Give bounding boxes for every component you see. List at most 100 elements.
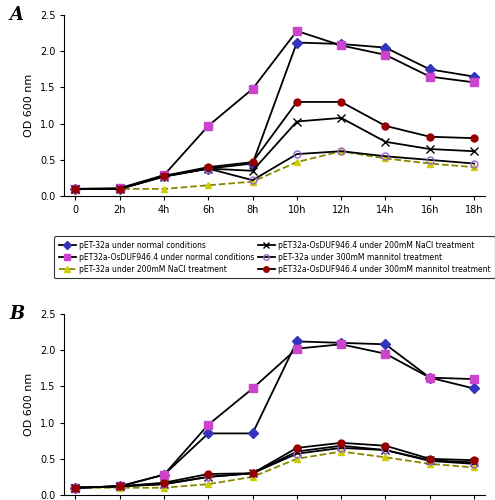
pET32a-OsDUF946.4 under 200mM NaCl treatment [471,148,477,154]
pET-32a under 300mM mannitol treatment [294,151,300,157]
Line: pET32a-OsDUF946.5 under 300mM mannitol treatment: pET32a-OsDUF946.5 under 300mM mannitol t… [72,440,478,491]
pET-32a under 200mM NaCl treatment [338,448,344,454]
pET-32a under normal conditions [427,374,433,380]
Line: pET-32a under 200mM NaCl treatment: pET-32a under 200mM NaCl treatment [72,448,478,491]
pET32a-OsDUF946.5 under normal conditions [249,386,255,392]
Legend: pET-32a under normal conditions, pET32a-OsDUF946.4 under normal conditions, pET-: pET-32a under normal conditions, pET32a-… [54,236,495,279]
Line: pET32a-OsDUF946.4 under 200mM NaCl treatment: pET32a-OsDUF946.4 under 200mM NaCl treat… [71,114,478,193]
pET32a-OsDUF946.4 under 200mM NaCl treatment [294,118,300,124]
pET32a-OsDUF946.5 under 300mM mannitol treatment [471,457,477,463]
pET32a-OsDUF946.5 under 200mM NaCl treatment [294,448,300,454]
pET32a-OsDUF946.5 under normal conditions [117,484,123,490]
pET-32a under 200mM NaCl treatment [383,454,389,460]
pET-32a under normal conditions [117,186,123,192]
pET-32a under 300mM mannitol treatment [249,177,255,183]
pET-32a under normal conditions [117,484,123,490]
pET-32a under 300mM mannitol treatment [161,481,167,487]
Line: pET-32a under normal conditions: pET-32a under normal conditions [72,338,478,491]
pET-32a under 200mM NaCl treatment [117,485,123,491]
pET32a-OsDUF946.5 under 300mM mannitol treatment [294,445,300,451]
pET32a-OsDUF946.5 under 200mM NaCl treatment [471,460,477,466]
pET32a-OsDUF946.5 under 300mM mannitol treatment [72,485,78,491]
pET32a-OsDUF946.5 under 300mM mannitol treatment [249,470,255,476]
pET32a-OsDUF946.4 under 200mM NaCl treatment [249,168,255,174]
pET-32a under normal conditions [294,338,300,344]
pET32a-OsDUF946.4 under normal conditions [338,42,344,48]
pET-32a under normal conditions [205,166,211,172]
pET-32a under 300mM mannitol treatment [117,484,123,490]
Text: A: A [10,6,24,24]
pET32a-OsDUF946.4 under normal conditions [427,74,433,80]
pET32a-OsDUF946.4 under normal conditions [72,186,78,192]
pET32a-OsDUF946.4 under 300mM mannitol treatment [383,123,389,129]
pET-32a under 200mM NaCl treatment [249,178,255,184]
pET-32a under 200mM NaCl treatment [161,485,167,491]
pET32a-OsDUF946.5 under 300mM mannitol treatment [161,480,167,486]
pET32a-OsDUF946.4 under 300mM mannitol treatment [338,99,344,105]
pET-32a under 300mM mannitol treatment [117,186,123,192]
pET32a-OsDUF946.5 under 200mM NaCl treatment [161,481,167,487]
pET-32a under 200mM NaCl treatment [471,464,477,470]
pET32a-OsDUF946.4 under normal conditions [161,172,167,178]
pET-32a under 300mM mannitol treatment [427,157,433,163]
pET32a-OsDUF946.5 under 300mM mannitol treatment [383,442,389,448]
pET32a-OsDUF946.5 under normal conditions [161,472,167,478]
pET-32a under 300mM mannitol treatment [72,186,78,192]
pET-32a under 200mM NaCl treatment [72,485,78,491]
pET32a-OsDUF946.5 under 200mM NaCl treatment [117,484,123,490]
pET-32a under normal conditions [471,74,477,80]
pET32a-OsDUF946.4 under 200mM NaCl treatment [205,166,211,172]
pET-32a under normal conditions [338,340,344,346]
pET-32a under 200mM NaCl treatment [205,481,211,487]
pET-32a under 200mM NaCl treatment [161,186,167,192]
pET-32a under normal conditions [427,66,433,72]
Line: pET-32a under normal conditions: pET-32a under normal conditions [72,39,478,192]
pET32a-OsDUF946.4 under normal conditions [117,185,123,191]
pET32a-OsDUF946.5 under 200mM NaCl treatment [338,442,344,448]
pET-32a under 300mM mannitol treatment [383,154,389,160]
pET32a-OsDUF946.4 under 300mM mannitol treatment [117,186,123,192]
pET-32a under 300mM mannitol treatment [161,174,167,180]
pET32a-OsDUF946.4 under 300mM mannitol treatment [471,135,477,141]
pET-32a under normal conditions [383,342,389,347]
pET-32a under 200mM NaCl treatment [72,186,78,192]
pET-32a under 300mM mannitol treatment [72,485,78,491]
pET-32a under 200mM NaCl treatment [427,160,433,166]
pET-32a under normal conditions [383,44,389,51]
pET-32a under normal conditions [205,430,211,436]
Line: pET-32a under 200mM NaCl treatment: pET-32a under 200mM NaCl treatment [72,148,478,192]
pET-32a under normal conditions [471,386,477,392]
pET32a-OsDUF946.5 under 200mM NaCl treatment [427,457,433,463]
pET32a-OsDUF946.4 under 300mM mannitol treatment [427,134,433,140]
pET-32a under normal conditions [161,472,167,478]
pET-32a under 200mM NaCl treatment [294,159,300,165]
pET32a-OsDUF946.5 under 200mM NaCl treatment [205,474,211,480]
pET32a-OsDUF946.5 under 200mM NaCl treatment [249,470,255,476]
pET32a-OsDUF946.4 under normal conditions [294,28,300,34]
pET-32a under 300mM mannitol treatment [205,474,211,480]
pET32a-OsDUF946.5 under 300mM mannitol treatment [205,471,211,477]
pET-32a under normal conditions [249,160,255,166]
pET-32a under 300mM mannitol treatment [338,148,344,154]
Y-axis label: OD 600 nm: OD 600 nm [24,373,34,436]
pET32a-OsDUF946.5 under 200mM NaCl treatment [383,447,389,453]
Line: pET-32a under 300mM mannitol treatment: pET-32a under 300mM mannitol treatment [72,444,478,491]
pET32a-OsDUF946.5 under 300mM mannitol treatment [427,456,433,462]
pET-32a under 300mM mannitol treatment [471,461,477,467]
Line: pET32a-OsDUF946.4 under normal conditions: pET32a-OsDUF946.4 under normal condition… [71,27,478,193]
pET-32a under normal conditions [294,40,300,46]
pET-32a under normal conditions [161,173,167,179]
pET32a-OsDUF946.4 under normal conditions [383,52,389,58]
pET32a-OsDUF946.4 under normal conditions [249,86,255,92]
pET32a-OsDUF946.4 under 200mM NaCl treatment [117,186,123,192]
Line: pET32a-OsDUF946.5 under 200mM NaCl treatment: pET32a-OsDUF946.5 under 200mM NaCl treat… [71,442,478,492]
pET32a-OsDUF946.5 under normal conditions [205,422,211,428]
pET32a-OsDUF946.5 under 300mM mannitol treatment [117,484,123,490]
pET32a-OsDUF946.4 under 200mM NaCl treatment [161,174,167,180]
pET32a-OsDUF946.5 under normal conditions [383,350,389,356]
Y-axis label: OD 600 nm: OD 600 nm [24,74,34,137]
pET-32a under 200mM NaCl treatment [471,164,477,170]
pET-32a under normal conditions [72,186,78,192]
pET-32a under 200mM NaCl treatment [205,182,211,188]
pET32a-OsDUF946.4 under 300mM mannitol treatment [161,173,167,179]
